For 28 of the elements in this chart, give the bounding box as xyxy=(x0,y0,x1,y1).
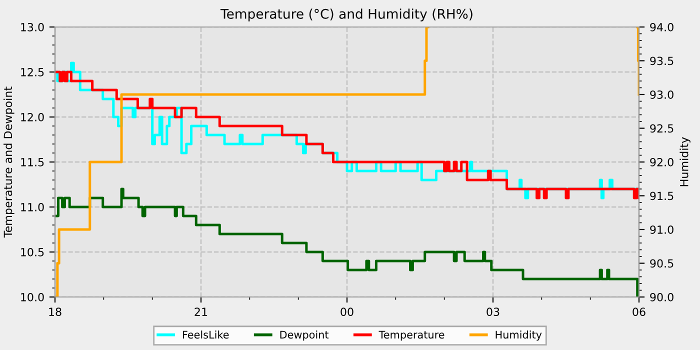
legend-label: Dewpoint xyxy=(280,330,329,341)
y2-tick-label: 91.5 xyxy=(650,192,674,200)
y2-tick-label: 94.0 xyxy=(650,22,674,32)
chart-title: Temperature (°C) and Humidity (RH%) xyxy=(220,8,472,22)
x-tick-label: 03 xyxy=(486,308,500,316)
legend-label: FeelsLike xyxy=(182,330,229,339)
y-tick-label: 10.5 xyxy=(21,248,44,256)
x-tick-label: 06 xyxy=(632,308,646,316)
y-tick-label: 12.0 xyxy=(21,112,44,122)
y2-tick-label: 92.0 xyxy=(650,158,674,166)
y2-tick-label: 91.0 xyxy=(650,225,674,234)
y-axis-title: Temperature and Dewpoint xyxy=(4,86,14,238)
y2-tick-label: 93.0 xyxy=(650,90,674,99)
legend-label: Temperature xyxy=(378,330,444,341)
y-tick-label: 11.5 xyxy=(21,158,44,166)
y2-tick-label: 90.0 xyxy=(650,292,674,302)
y-tick-label: 12.5 xyxy=(21,68,44,76)
y2-tick-label: 92.5 xyxy=(650,124,674,133)
y2-axis-title: Humidity xyxy=(680,137,690,186)
y-tick-label: 11.0 xyxy=(21,202,44,212)
x-tick-label: 21 xyxy=(194,308,208,316)
y2-tick-label: 93.5 xyxy=(650,56,674,66)
x-tick-label: 18 xyxy=(49,308,62,316)
y2-tick-label: 90.5 xyxy=(650,259,674,268)
y-tick-label: 13.0 xyxy=(21,22,44,32)
y-tick-label: 10.0 xyxy=(21,292,44,302)
legend-label: Humidity xyxy=(496,330,542,341)
x-tick-label: 00 xyxy=(340,308,354,316)
